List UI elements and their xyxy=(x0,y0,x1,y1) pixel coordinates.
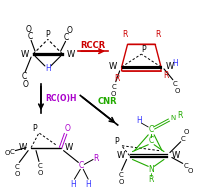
Text: CNR: CNR xyxy=(98,97,118,106)
Text: O: O xyxy=(37,170,43,176)
Text: O: O xyxy=(67,26,72,35)
Text: W: W xyxy=(64,143,73,152)
Text: P: P xyxy=(114,137,119,146)
Text: R: R xyxy=(177,111,182,120)
Text: O: O xyxy=(111,91,116,97)
Text: H: H xyxy=(45,64,51,73)
Text: C: C xyxy=(38,163,42,169)
Text: RC(O)H: RC(O)H xyxy=(45,94,76,103)
Text: P: P xyxy=(33,124,37,133)
Text: R: R xyxy=(163,71,169,80)
Text: O: O xyxy=(175,88,180,94)
Text: R: R xyxy=(155,30,161,39)
Text: N: N xyxy=(170,115,175,121)
Text: O: O xyxy=(184,129,189,135)
Text: H: H xyxy=(71,180,76,189)
Text: W: W xyxy=(109,62,117,71)
Text: O: O xyxy=(25,25,31,34)
Text: P: P xyxy=(46,30,50,39)
Text: O: O xyxy=(119,179,124,185)
Text: W: W xyxy=(21,50,29,59)
Text: R: R xyxy=(114,74,119,83)
Text: C: C xyxy=(118,172,123,178)
Text: C: C xyxy=(10,149,15,155)
Text: C: C xyxy=(183,163,188,169)
Text: P: P xyxy=(141,45,146,54)
Text: C: C xyxy=(22,72,27,81)
Text: R: R xyxy=(93,154,99,163)
Text: O: O xyxy=(65,124,70,133)
Text: C: C xyxy=(180,136,185,142)
Text: C: C xyxy=(15,164,20,170)
Text: RCCR: RCCR xyxy=(80,41,106,50)
Text: R: R xyxy=(122,30,127,39)
Text: C: C xyxy=(149,125,154,134)
Text: W: W xyxy=(66,50,75,59)
Text: C: C xyxy=(79,161,84,170)
Text: C: C xyxy=(64,33,69,42)
Text: O: O xyxy=(22,80,28,89)
Text: W: W xyxy=(117,151,125,160)
Text: H: H xyxy=(136,116,142,125)
Text: R: R xyxy=(148,175,154,184)
Text: O: O xyxy=(15,171,20,177)
Text: N: N xyxy=(148,165,154,174)
Text: C: C xyxy=(111,84,116,90)
Text: W: W xyxy=(166,62,174,71)
Text: H: H xyxy=(172,60,178,68)
Text: H: H xyxy=(85,180,91,189)
Text: O: O xyxy=(5,149,10,156)
Text: C: C xyxy=(27,32,33,41)
Text: W: W xyxy=(172,151,180,160)
Text: C: C xyxy=(172,81,177,87)
Text: C: C xyxy=(149,136,154,145)
Text: O: O xyxy=(188,168,193,174)
Text: W: W xyxy=(19,143,27,152)
